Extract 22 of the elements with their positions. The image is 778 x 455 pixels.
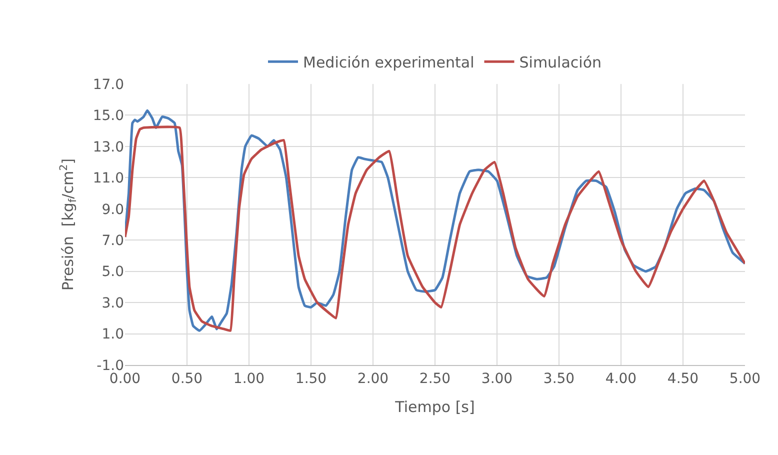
y-tick-label: 1.0 [102,326,124,343]
legend-label: Medición experimental [303,53,474,72]
x-tick-label: 4.50 [667,370,699,387]
y-tick-label: 3.0 [102,295,124,312]
x-tick-label: 4.00 [605,370,637,387]
legend-label: Simulación [519,53,602,72]
y-tick-label: 7.0 [102,233,124,250]
x-tick-label: 3.50 [543,370,575,387]
x-axis-title: Tiempo [s] [394,398,475,416]
x-tick-label: 1.00 [233,370,265,387]
y-tick-label: 9.0 [102,202,124,218]
x-tick-label: 2.50 [419,370,451,387]
y-tick-label: 11.0 [92,170,124,187]
x-tick-label: 1.50 [295,370,327,387]
x-tick-label: 2.00 [357,370,389,387]
y-tick-label: 17.0 [92,76,124,93]
y-tick-label: 5.0 [102,264,124,280]
x-tick-label: 3.00 [481,370,513,387]
y-tick-label: 15.0 [92,108,124,124]
y-tick-label: 13.0 [92,139,124,156]
x-tick-label: 5.00 [729,370,761,387]
x-tick-label: 0.50 [171,370,203,387]
